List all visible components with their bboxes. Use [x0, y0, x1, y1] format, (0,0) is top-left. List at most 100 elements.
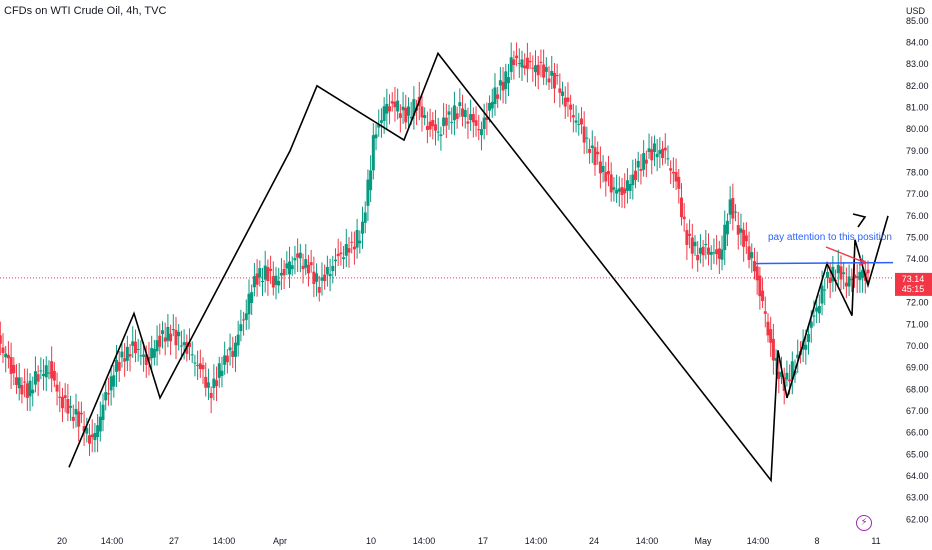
candle-body [612, 187, 616, 190]
candle-body [50, 361, 54, 379]
candle-body [558, 88, 562, 93]
candle-body [485, 116, 489, 120]
x-tick-label: 27 [169, 536, 179, 546]
candle-body [636, 160, 640, 168]
candle-body [358, 240, 362, 244]
candle-body [807, 333, 811, 343]
candle-body [439, 134, 443, 136]
candle-body [66, 399, 70, 414]
time-axis[interactable]: 20 14:00 27 14:00 Apr 10 14:00 17 14:00 24 14:00 Ma… [57, 536, 881, 546]
y-tick-label: 77.00 [906, 189, 929, 199]
y-tick-label: 81.00 [906, 103, 929, 113]
candle-body [742, 229, 746, 247]
candle-body [398, 113, 402, 118]
candle-body [663, 147, 667, 151]
lightning-icon[interactable]: ⚡ [856, 515, 872, 531]
candle-body [712, 252, 716, 254]
candle-body [571, 115, 575, 118]
candle-body [258, 268, 262, 278]
candle-body [247, 293, 251, 315]
candle-body [761, 290, 765, 302]
candle-body [585, 137, 589, 139]
candle-body [42, 373, 46, 377]
candle-body [720, 249, 724, 260]
candle-body [479, 129, 483, 136]
candle-body [290, 265, 294, 270]
candle-body [634, 170, 638, 181]
candle-body [425, 125, 429, 131]
candle-body [269, 268, 273, 272]
candle-body [707, 247, 711, 255]
candle-body [239, 324, 243, 332]
x-tick-label: Apr [273, 536, 287, 546]
candle-body [31, 389, 35, 394]
candle-body [271, 276, 275, 288]
candle-body [766, 321, 770, 336]
candle-body [850, 278, 854, 281]
candle-body [852, 274, 856, 279]
candle-body [825, 272, 829, 278]
candle-body [25, 383, 29, 398]
candle-body [623, 188, 627, 194]
x-tick-label: 17 [478, 536, 488, 546]
horizontal-level-line[interactable] [755, 261, 894, 265]
candle-body [220, 370, 224, 376]
candle-body [352, 246, 356, 250]
candle-body [444, 117, 448, 126]
candle-body [812, 315, 816, 317]
price-tag-value: 73.14 [902, 274, 925, 284]
candle-body [55, 384, 59, 392]
candle-body [15, 377, 19, 385]
chart-title: CFDs on WTI Crude Oil, 4h, TVC [4, 5, 167, 17]
candle-body [288, 261, 292, 275]
candle-body [474, 120, 478, 126]
candle-body [490, 101, 494, 109]
candle-body [579, 118, 583, 125]
candle-body [685, 230, 689, 245]
candle-body [171, 329, 175, 331]
candle-body [228, 347, 232, 351]
price-tag: 73.14 45:15 [895, 272, 932, 296]
candle-body [820, 285, 824, 304]
y-tick-label: 64.00 [906, 471, 929, 481]
candle-body [142, 354, 146, 357]
candle-body [333, 259, 337, 262]
candle-body [615, 189, 619, 194]
candle-body [788, 379, 792, 382]
candle-body [566, 97, 570, 102]
candle-body [488, 102, 492, 111]
candle-body [412, 99, 416, 116]
candle-body [209, 392, 213, 399]
candle-body [771, 338, 775, 361]
candle-body [74, 408, 78, 415]
candle-body [177, 331, 181, 337]
candle-body [382, 106, 386, 121]
candle-body [536, 64, 540, 76]
candle-body [374, 134, 378, 139]
candle-body [301, 265, 305, 270]
candle-body [498, 80, 502, 86]
candle-body [104, 392, 108, 401]
candle-body [704, 243, 708, 245]
candle-body [339, 252, 343, 255]
candle-body [785, 372, 789, 380]
candle-body [344, 244, 348, 256]
candle-body [120, 351, 124, 358]
candle-body [136, 348, 140, 350]
candle-body [369, 170, 373, 191]
candle-body [4, 353, 8, 358]
y-tick-label: 66.00 [906, 428, 929, 438]
candle-body [658, 150, 662, 154]
candle-body [434, 124, 437, 131]
y-tick-label: 68.00 [906, 384, 929, 394]
candle-body [817, 306, 821, 314]
candle-body [734, 211, 738, 213]
candle-body [163, 337, 167, 342]
candle-body [496, 94, 500, 99]
candle-body [593, 147, 597, 165]
candle-body [150, 347, 154, 359]
price-axis[interactable]: 62.00 63.00 64.00 65.00 66.00 67.00 68.00 69.00… [906, 16, 929, 524]
candle-body [331, 265, 335, 272]
candle-body [577, 123, 581, 125]
